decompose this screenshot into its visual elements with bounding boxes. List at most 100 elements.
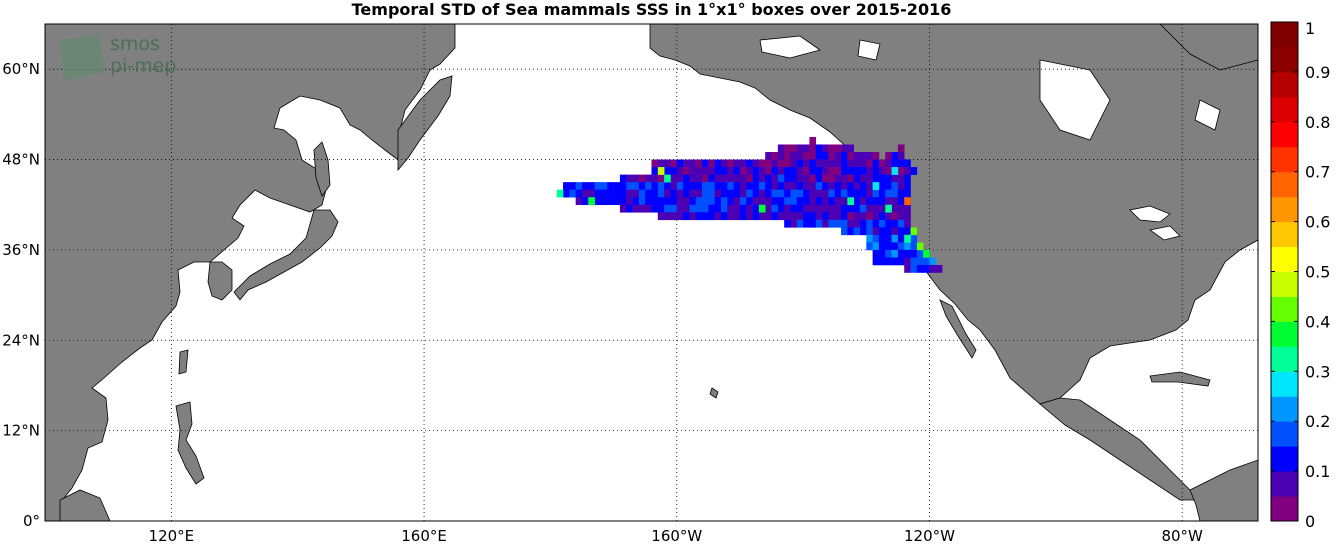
- data-cell: [676, 182, 684, 190]
- data-cell: [714, 189, 722, 198]
- colorbar-swatch: [1271, 221, 1298, 248]
- data-cell: [878, 227, 886, 236]
- data-cell: [739, 167, 747, 175]
- data-cell: [765, 174, 772, 183]
- data-cell: [739, 212, 747, 221]
- data-cell: [853, 152, 861, 160]
- data-cell: [878, 249, 886, 258]
- data-cell: [588, 182, 595, 190]
- data-cell: [897, 212, 905, 221]
- data-cell-highlight: [885, 204, 892, 213]
- borneo-landmass: [59, 489, 111, 521]
- data-cell: [803, 182, 810, 190]
- data-cell: [758, 182, 766, 190]
- data-cell: [872, 174, 880, 183]
- data-cell: [702, 197, 709, 206]
- data-cell: [828, 167, 836, 175]
- taiwan-landmass: [178, 349, 189, 375]
- data-cell: [670, 167, 678, 175]
- land-layer: [45, 24, 1258, 521]
- data-cell: [670, 189, 678, 198]
- data-cell: [720, 167, 728, 175]
- data-cell: [866, 219, 873, 228]
- data-cell: [784, 189, 791, 198]
- colorbar-swatch: [1271, 71, 1298, 98]
- data-cell: [777, 204, 785, 213]
- data-cell: [651, 182, 659, 190]
- data-cell: [632, 189, 640, 198]
- data-cell: [714, 212, 722, 221]
- colorbar-tick-label: 0.7: [1305, 163, 1330, 182]
- lakes-layer: [759, 35, 1221, 241]
- data-cell: [841, 174, 848, 183]
- data-cell: [822, 152, 829, 160]
- data-cell: [847, 159, 854, 168]
- data-cell: [683, 212, 690, 221]
- x-tick-label: 80°W: [1161, 527, 1203, 544]
- data-cell: [739, 174, 747, 183]
- data-cell: [904, 219, 911, 228]
- data-cell: [897, 182, 905, 190]
- data-cell: [695, 189, 703, 198]
- y-tick-label: 36°N: [2, 241, 40, 259]
- data-cell: [689, 182, 697, 190]
- data-cell: [878, 159, 886, 168]
- data-cell: [809, 144, 817, 153]
- data-cell: [613, 182, 621, 190]
- colorbar-tick-label: 0: [1305, 512, 1315, 531]
- data-cell: [784, 197, 791, 206]
- data-cell: [841, 159, 848, 168]
- data-cell: [575, 182, 583, 190]
- data-cell: [897, 249, 905, 258]
- colorbar-tick-label: 0.8: [1305, 113, 1330, 132]
- data-cell: [891, 152, 899, 160]
- data-cell: [771, 212, 779, 221]
- data-cell: [910, 167, 918, 175]
- data-cell: [904, 257, 911, 266]
- data-cell: [828, 152, 836, 160]
- data-cell: [815, 212, 823, 221]
- data-cell: [815, 144, 823, 153]
- data-cell: [891, 249, 899, 258]
- data-cell: [613, 197, 621, 206]
- data-cell: [582, 189, 589, 198]
- data-cell: [885, 257, 892, 266]
- data-cell: [739, 197, 747, 206]
- data-cell: [708, 182, 715, 190]
- data-cell: [670, 204, 678, 213]
- data-cell: [803, 219, 810, 228]
- data-cell: [809, 167, 817, 175]
- data-cell: [758, 189, 766, 198]
- data-cell: [822, 189, 829, 198]
- data-cell: [815, 189, 823, 198]
- data-cell: [904, 189, 911, 198]
- data-cell: [607, 197, 614, 206]
- data-cell: [689, 204, 697, 213]
- x-tick-label: 120°W: [904, 527, 955, 544]
- data-cell: [607, 182, 614, 190]
- data-cell: [904, 174, 911, 183]
- data-cell: [771, 197, 779, 206]
- data-cell: [771, 167, 779, 175]
- data-cell-highlight: [916, 242, 924, 251]
- data-cell: [733, 204, 741, 213]
- data-cell-highlight: [758, 204, 766, 213]
- data-cell: [904, 212, 911, 221]
- data-cell: [885, 197, 892, 206]
- data-cell-highlight: [556, 189, 564, 198]
- data-cell: [657, 174, 665, 183]
- data-cell: [796, 167, 804, 175]
- data-cell: [859, 167, 867, 175]
- data-cell: [866, 167, 873, 175]
- data-cell: [891, 174, 899, 183]
- data-cell: [575, 197, 583, 206]
- data-cell: [777, 182, 785, 190]
- data-cell: [702, 159, 709, 168]
- data-cell: [897, 159, 905, 168]
- data-cell: [733, 212, 741, 221]
- data-cell: [866, 234, 873, 243]
- colorbar-swatch: [1271, 46, 1298, 73]
- data-cell: [594, 189, 602, 198]
- data-cell: [809, 204, 817, 213]
